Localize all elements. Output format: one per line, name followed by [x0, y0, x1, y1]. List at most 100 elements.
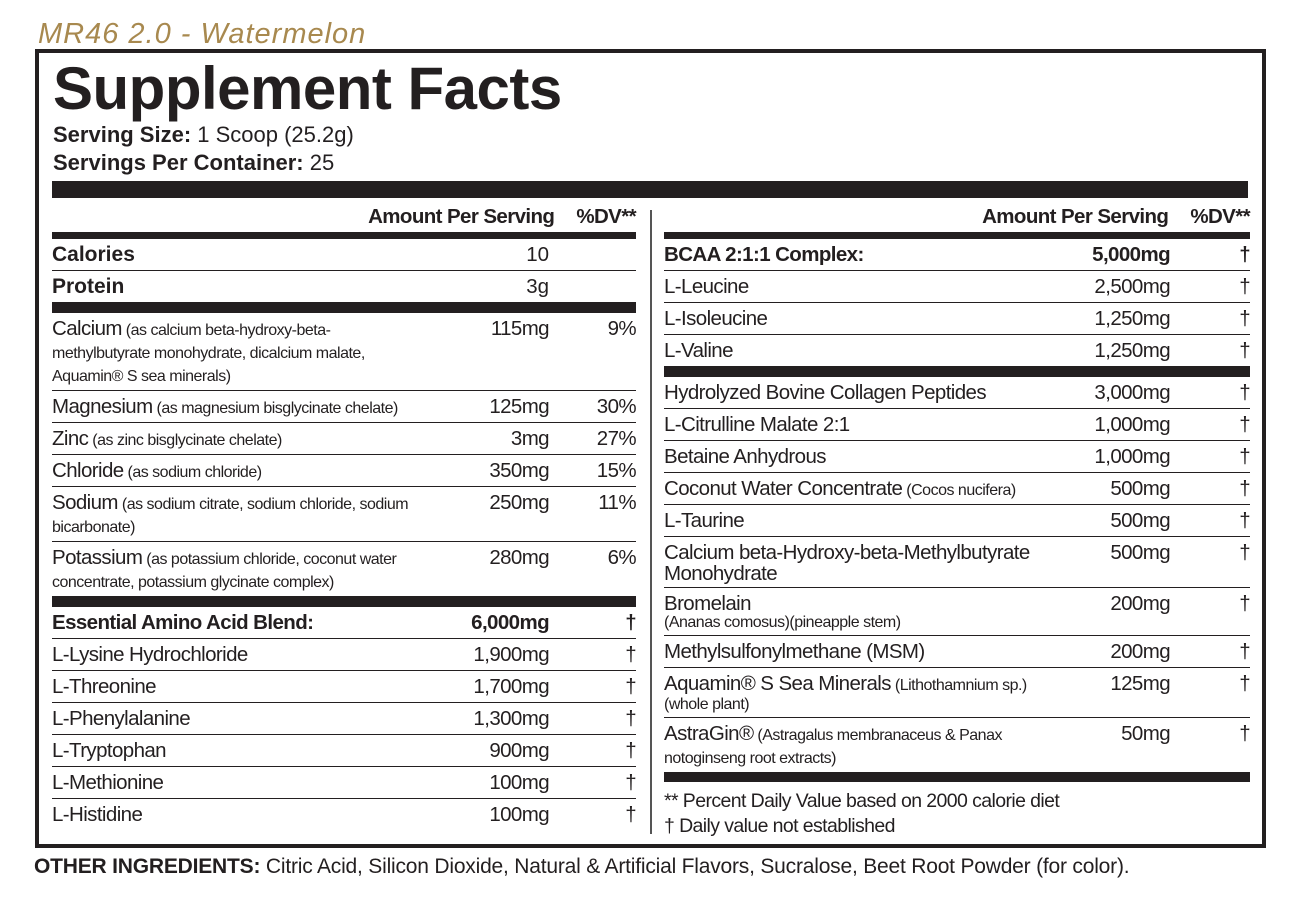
nutrient-row: Chloride (as sodium chloride) 350mg 15%: [52, 455, 637, 487]
daily-value: 6%: [607, 546, 637, 569]
amount: 500mg: [1110, 541, 1170, 564]
divider-bar: [664, 772, 1250, 782]
daily-value: †: [625, 675, 636, 698]
nutrient-name-cell: L-Methionine: [52, 772, 429, 793]
daily-value: †: [625, 803, 636, 826]
daily-value: 30%: [596, 395, 637, 418]
nutrient-source: (as calcium beta-hydroxy-beta-methylbuty…: [52, 322, 365, 385]
nutrient-name: L-Taurine: [664, 509, 745, 532]
nutrient-name: L-Methionine: [52, 771, 164, 794]
amount: 125mg: [1110, 672, 1170, 695]
nutrient-name: Protein: [52, 275, 125, 298]
nutrient-row: Calories 10: [52, 239, 636, 271]
daily-value: †: [1239, 722, 1250, 745]
nutrient-name: L-Leucine: [664, 275, 749, 298]
nutrient-source: (Lithothamnium sp.): [890, 677, 1027, 694]
other-ingredients-list: Citric Acid, Silicon Dioxide, Natural & …: [260, 855, 1130, 878]
nutrient-name-cell: Magnesium (as magnesium bisglycinate che…: [52, 396, 429, 419]
nutrient-name-cell: Aquamin® S Sea Minerals (Lithothamnium s…: [664, 673, 1045, 714]
nutrient-row: L-Citrulline Malate 2:1 1,000mg †: [664, 409, 1251, 441]
daily-value: †: [1239, 445, 1250, 468]
footnote-dv: ** Percent Daily Value based on 2000 cal…: [664, 790, 1060, 812]
other-ingredients: OTHER INGREDIENTS: Citric Acid, Silicon …: [34, 854, 1284, 880]
amount: 350mg: [489, 459, 549, 482]
serving-size-label: Serving Size:: [53, 122, 192, 147]
amount: 1,250mg: [1094, 339, 1170, 362]
nutrient-source: (as sodium citrate, sodium chloride, sod…: [52, 496, 409, 536]
nutrient-row: L-Taurine 500mg †: [664, 505, 1251, 537]
divider-bar: [664, 367, 1250, 377]
nutrient-name: L-Threonine: [52, 675, 157, 698]
nutrient-name-cell: L-Threonine: [52, 676, 429, 697]
nutrient-row: Hydrolyzed Bovine Collagen Peptides 3,000…: [664, 377, 1251, 409]
left-rows: Calories 10 Protein 3g Calcium (as calcium b…: [52, 239, 637, 831]
nutrient-source: (as zinc bisglycinate chelate): [88, 432, 282, 449]
column-header: Amount Per Serving %DV**: [52, 202, 637, 232]
daily-value: †: [1239, 243, 1250, 266]
nutrient-name-cell: L-Taurine: [664, 510, 1045, 531]
nutrient-name-cell: Zinc (as zinc bisglycinate chelate): [52, 428, 429, 451]
nutrient-name-cell: L-Leucine: [664, 276, 1045, 297]
nutrient-row: L-Threonine 1,700mg †: [52, 671, 637, 703]
panel-title: Supplement Facts: [53, 55, 562, 122]
nutrient-row: Magnesium (as magnesium bisglycinate che…: [52, 391, 637, 423]
daily-value: †: [1239, 381, 1250, 404]
daily-value: †: [625, 611, 636, 634]
daily-value: †: [1239, 592, 1250, 615]
servings-per-container: Servings Per Container: 25: [53, 149, 1250, 177]
daily-value: †: [625, 707, 636, 730]
nutrient-row: Potassium (as potassium chloride, coconu…: [52, 542, 637, 597]
nutrient-name-cell: AstraGin® (Astragalus membranaceus & Pan…: [664, 723, 1045, 769]
amount: 1,300mg: [473, 707, 549, 730]
nutrient-row: L-Valine 1,250mg †: [664, 335, 1251, 367]
nutrient-name: Calcium beta-Hydroxy-beta-Methylbutyrate…: [664, 541, 1030, 585]
nutrient-name: Sodium: [52, 491, 119, 514]
nutrient-row: Protein 3g: [52, 271, 636, 303]
nutrient-name: Essential Amino Acid Blend:: [52, 611, 314, 634]
nutrient-name: Coconut Water Concentrate: [664, 477, 903, 500]
nutrient-name: L-Lysine Hydrochloride: [52, 643, 248, 666]
nutrient-row: Zinc (as zinc bisglycinate chelate) 3mg 27…: [52, 423, 637, 455]
nutrient-row: Betaine Anhydrous 1,000mg †: [664, 441, 1251, 473]
daily-value: †: [625, 643, 636, 666]
daily-value: 11%: [598, 491, 636, 514]
nutrient-row: L-Tryptophan 900mg †: [52, 735, 637, 767]
daily-value: 27%: [596, 427, 637, 450]
amount: 1,000mg: [1094, 413, 1170, 436]
nutrient-name: AstraGin®: [664, 722, 754, 745]
nutrient-row: Essential Amino Acid Blend: 6,000mg †: [52, 607, 637, 639]
nutrient-name: Calcium: [52, 317, 122, 340]
amount: 10: [526, 243, 549, 266]
amount: 900mg: [489, 739, 549, 762]
nutrient-name-cell: L-Lysine Hydrochloride: [52, 644, 429, 665]
amount: 50mg: [1121, 722, 1170, 745]
nutrient-name: Aquamin® S Sea Minerals: [664, 672, 892, 695]
other-ingredients-label: OTHER INGREDIENTS:: [34, 855, 261, 878]
serving-size: Serving Size: 1 Scoop (25.2g): [53, 121, 1250, 149]
daily-value: †: [625, 771, 636, 794]
right-column: Amount Per Serving %DV** BCAA 2:1:1 Compl…: [664, 202, 1251, 838]
nutrient-source: (Ananas comosus)(pineapple stem): [664, 614, 901, 631]
nutrient-name: L-Citrulline Malate 2:1: [664, 413, 850, 436]
nutrient-name: Calories: [52, 243, 135, 266]
right-rows: BCAA 2:1:1 Complex: 5,000mg † L-Leucine 2,50…: [664, 239, 1251, 782]
amount: 5,000mg: [1092, 243, 1170, 266]
header-dv: %DV**: [1190, 205, 1250, 228]
nutrient-source: (whole plant): [664, 696, 750, 713]
nutrient-row: AstraGin® (Astragalus membranaceus & Pan…: [664, 718, 1251, 772]
nutrient-name-cell: L-Valine: [664, 340, 1045, 361]
nutrient-name-cell: Sodium (as sodium citrate, sodium chlori…: [52, 492, 429, 538]
amount: 3g: [526, 275, 549, 298]
amount: 1,250mg: [1094, 307, 1170, 330]
nutrient-row: L-Leucine 2,500mg †: [664, 271, 1251, 303]
nutrient-name: Potassium: [52, 546, 143, 569]
serving-size-value: 1 Scoop (25.2g): [191, 122, 354, 147]
daily-value: †: [1239, 640, 1250, 663]
nutrient-name: L-Histidine: [52, 803, 143, 826]
daily-value: †: [1239, 339, 1250, 362]
amount: 1,000mg: [1094, 445, 1170, 468]
daily-value: †: [1239, 541, 1250, 564]
daily-value: †: [1239, 509, 1250, 532]
divider-bar: [52, 597, 636, 607]
nutrient-row: Calcium (as calcium beta-hydroxy-beta-me…: [52, 313, 637, 391]
